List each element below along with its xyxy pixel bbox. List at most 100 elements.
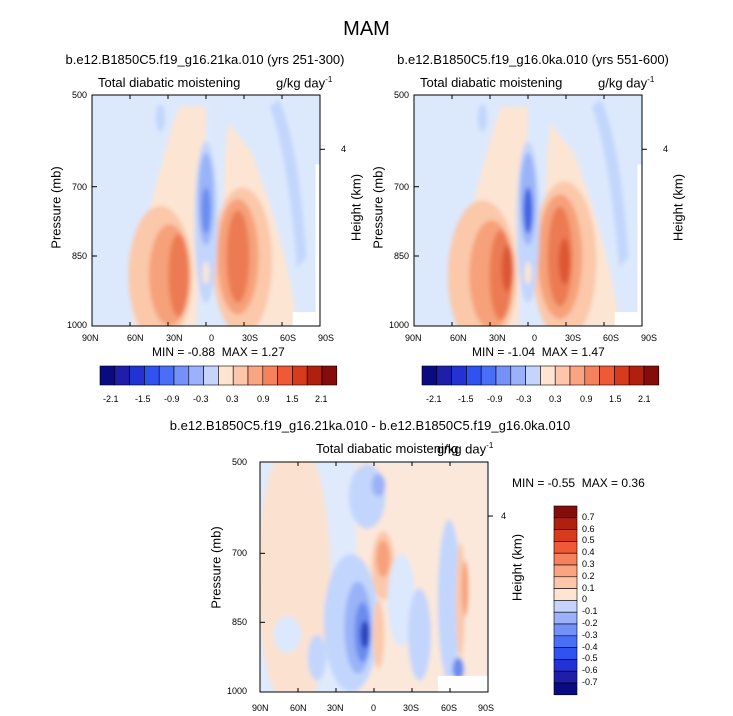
colorbar-swatch [553, 576, 578, 589]
x-tick: 30N [166, 333, 183, 343]
terrain-mask [614, 312, 642, 326]
colorbar-swatch [599, 365, 615, 386]
colorbar-swatch [203, 365, 219, 386]
x-tick: 30S [565, 333, 582, 343]
colorbar-swatch [421, 365, 438, 386]
colorbar-swatch [158, 365, 175, 386]
y-tick: 850 [72, 251, 88, 261]
colorbar-label: -0.3 [193, 394, 209, 404]
min-value: -0.88 [187, 345, 216, 359]
colorbar-label: 0.4 [582, 547, 595, 558]
panel-left-string-1: Total diabatic moistening [98, 75, 241, 90]
colorbar-label: -0.6 [582, 665, 598, 676]
colorbar-label: 0 [582, 594, 588, 605]
colorbar-swatch [553, 564, 578, 578]
units-exponent: -1 [647, 75, 655, 84]
colorbar-swatch [553, 505, 578, 519]
y-tick: 850 [232, 617, 248, 627]
colorbar-swatch [173, 365, 190, 386]
y-tick: 500 [232, 457, 248, 467]
colorbar-label: -1.5 [135, 394, 151, 404]
x-tick: 90N [405, 333, 422, 343]
units-exponent: -1 [486, 441, 494, 450]
colorbar-swatch [554, 365, 571, 386]
min-value: -1.04 [507, 345, 536, 359]
colorbar-swatch [525, 365, 541, 386]
terrain-mask [315, 164, 320, 326]
x-tick: 0 [371, 703, 377, 713]
units-text: g/kg day [437, 441, 487, 457]
terrain-mask [292, 312, 320, 326]
field-shapes [128, 99, 307, 326]
colorbar-swatch [553, 541, 578, 554]
x-tick: 60S [603, 333, 620, 343]
x-tick: 90S [641, 333, 658, 343]
contour-field-1 [92, 95, 320, 326]
colorbar-label: -2.1 [103, 394, 119, 404]
colorbar-swatch [614, 365, 630, 386]
y-tick: 700 [394, 182, 410, 192]
colorbar-swatch [584, 365, 600, 386]
x-tick: 30N [489, 333, 506, 343]
moistening-region [524, 261, 532, 285]
colorbar-3 [553, 505, 578, 696]
colorbar-swatch [553, 529, 578, 542]
max-value: 0.36 [621, 476, 645, 490]
moistening-region [372, 600, 385, 669]
colorbar-label: 0.7 [582, 511, 595, 522]
colorbar-2 [421, 365, 660, 386]
drying-region [201, 187, 211, 234]
panel-units-3: g/kg day-1 [437, 441, 493, 456]
drying-region [477, 104, 487, 132]
y2-tick: 4 [663, 144, 669, 154]
drying-region [155, 104, 165, 132]
min-max-readout-2: MIN = -1.04 MAX = 1.47 [472, 345, 605, 359]
x-tick: 0 [532, 333, 538, 343]
x-tick: 60S [280, 333, 297, 343]
colorbar-label: 2.1 [315, 394, 328, 404]
x-tick: 60N [290, 703, 307, 713]
x-tick: 90N [252, 703, 269, 713]
colorbar-label: -0.3 [516, 394, 532, 404]
x-tick: 0 [209, 333, 215, 343]
max-value: 1.27 [261, 345, 285, 359]
drying-region [523, 187, 533, 234]
colorbar-label: 0.1 [582, 582, 595, 593]
colorbar-label: -0.5 [582, 653, 598, 664]
colorbar-swatch [466, 365, 482, 386]
colorbar-label: 0.6 [582, 523, 595, 534]
y-tick: 1000 [227, 686, 248, 696]
x-tick: 90S [478, 703, 495, 713]
x-tick: 30N [327, 703, 344, 713]
y-tick: 1000 [389, 320, 410, 330]
drying-region [452, 657, 465, 681]
min-label: MIN = [512, 476, 545, 490]
units-exponent: -1 [325, 75, 333, 84]
colorbar-swatch [495, 365, 512, 386]
panel-title-3: b.e12.B1850C5.f19_g16.21ka.010 - b.e12.B… [169, 418, 571, 433]
field-shapes [260, 462, 488, 692]
colorbar-swatch [277, 365, 293, 386]
colorbar-swatch [232, 365, 249, 386]
colorbar-label: -0.9 [164, 394, 180, 404]
x-tick: 90S [318, 333, 335, 343]
colorbar-label: -2.1 [426, 394, 442, 404]
colorbar-swatch [510, 365, 526, 386]
moistening-region [501, 245, 514, 292]
panel-left-string-3: Total diabatic moistening [316, 441, 459, 456]
colorbar-label: 0.3 [549, 394, 562, 404]
drying-region [408, 588, 431, 681]
colorbar-label: 2.1 [638, 394, 651, 404]
colorbar-swatch [628, 365, 645, 386]
drying-region [591, 99, 629, 269]
y2-tick: 4 [341, 144, 347, 154]
moistening-region [558, 238, 571, 285]
max-label: MAX = [581, 476, 619, 490]
panel-title-1: b.e12.B1850C5.f19_g16.21ka.010 (yrs 251-… [65, 52, 345, 67]
colorbar-swatch [553, 659, 578, 672]
panel-units-2: g/kg day-1 [598, 75, 654, 90]
colorbar-label: -0.2 [582, 618, 598, 628]
colorbar-swatch [436, 365, 452, 386]
x-tick: 60N [127, 333, 144, 343]
